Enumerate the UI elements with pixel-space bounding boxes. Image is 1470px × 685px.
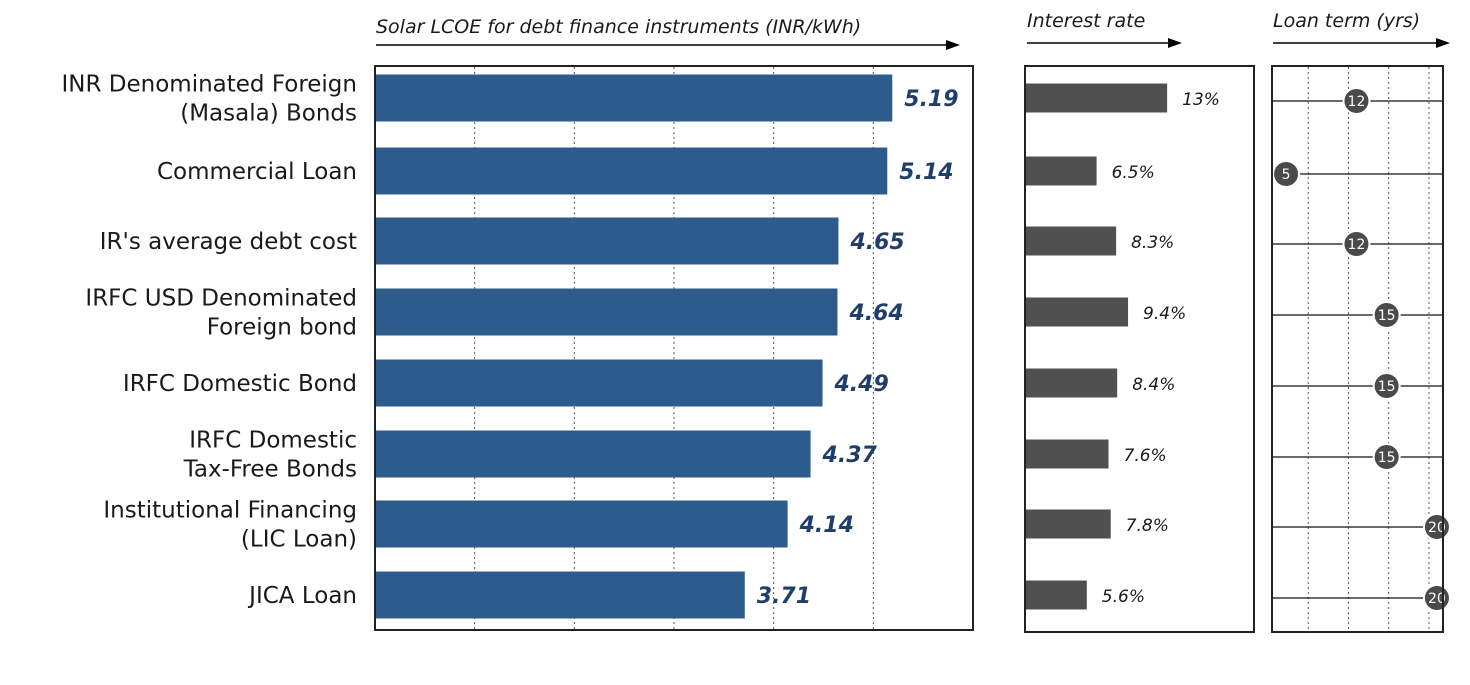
interest-rate-label: 8.3% <box>1131 233 1174 253</box>
category-label: IRFC Domestic Bond <box>123 371 357 397</box>
term-value-label: 5 <box>1282 167 1291 183</box>
interest-rate-label: 8.4% <box>1132 375 1175 395</box>
term-value-label: 12 <box>1348 94 1366 110</box>
term-panel-frame <box>1271 65 1444 633</box>
lcoe-bar <box>376 359 823 407</box>
interest-rate-bar <box>1026 509 1111 539</box>
lcoe-gridlines <box>474 67 874 629</box>
term-marker <box>1372 372 1401 400</box>
term-marker <box>1342 87 1371 115</box>
interest-rate-bar <box>1026 580 1087 610</box>
category-label: (Masala) Bonds <box>180 101 357 127</box>
interest-rate-bar <box>1026 83 1168 113</box>
lcoe-value-label: 4.49 <box>834 372 889 397</box>
lcoe-bars: 5.19 5.14 4.65 4.64 4.49 4.37 4.14 3.71 <box>376 74 959 619</box>
rate-panel-frame <box>1024 65 1255 633</box>
category-label: INR Denominated Foreign <box>62 72 358 98</box>
rate-header-arrowhead-icon <box>1168 38 1182 48</box>
term-marker <box>1342 230 1371 258</box>
category-label: IR's average debt cost <box>100 229 357 255</box>
interest-rate-label: 5.6% <box>1102 587 1145 607</box>
interest-rate-bar <box>1026 226 1117 256</box>
interest-rate-label: 6.5% <box>1112 163 1155 183</box>
lcoe-panel-title: Solar LCOE for debt finance instruments … <box>376 16 861 38</box>
category-label: JICA Loan <box>247 583 357 609</box>
lcoe-bar <box>376 500 788 548</box>
loan-term-markers: 12 5 12 15 15 15 20 20 <box>1272 87 1451 612</box>
interest-rate-label: 9.4% <box>1143 304 1186 324</box>
lcoe-value-label: 4.37 <box>822 443 878 468</box>
lcoe-bar <box>376 217 839 265</box>
interest-rate-bar <box>1026 368 1118 398</box>
interest-rate-bar <box>1026 439 1109 469</box>
category-label: Commercial Loan <box>157 159 357 185</box>
category-label: Tax-Free Bonds <box>183 457 357 483</box>
lcoe-panel-frame <box>374 65 974 631</box>
category-label: Foreign bond <box>207 315 357 341</box>
category-label: IRFC Domestic <box>189 428 357 454</box>
interest-rate-label: 7.6% <box>1124 446 1167 466</box>
lcoe-value-label: 4.64 <box>848 301 903 326</box>
category-label: Institutional Financing <box>103 498 357 524</box>
term-value-label: 20 <box>1428 591 1446 607</box>
lcoe-bar <box>376 147 888 195</box>
term-marker <box>1372 301 1401 329</box>
lcoe-value-label: 4.14 <box>799 513 854 538</box>
lcoe-value-label: 3.71 <box>757 584 811 609</box>
lcoe-bar <box>376 430 811 478</box>
category-label: IRFC USD Denominated <box>85 286 357 312</box>
lcoe-bar <box>376 288 838 336</box>
interest-rate-bar <box>1026 297 1129 327</box>
lcoe-value-label: 4.65 <box>849 230 904 255</box>
term-value-label: 12 <box>1348 237 1366 253</box>
term-value-label: 15 <box>1378 379 1396 395</box>
interest-rate-label: 7.8% <box>1126 516 1169 536</box>
term-gridlines <box>1307 67 1430 631</box>
interest-rate-label: 13% <box>1182 90 1220 110</box>
term-value-label: 15 <box>1378 450 1396 466</box>
term-panel-title: Loan term (yrs) <box>1273 10 1420 32</box>
lcoe-bar <box>376 74 893 122</box>
lcoe-bar <box>376 571 745 619</box>
category-label: (LIC Loan) <box>241 527 357 553</box>
term-marker <box>1272 160 1301 188</box>
rate-panel-title: Interest rate <box>1027 10 1145 32</box>
term-value-label: 15 <box>1378 308 1396 324</box>
term-marker <box>1372 443 1401 471</box>
interest-rate-bar <box>1026 156 1097 186</box>
lcoe-value-label: 5.19 <box>904 87 958 112</box>
lcoe-value-label: 5.14 <box>899 160 953 185</box>
category-labels: INR Denominated Foreign (Masala) Bonds Com… <box>62 72 358 610</box>
term-header-arrowhead-icon <box>1436 38 1450 48</box>
lcoe-header-arrowhead-icon <box>946 40 960 50</box>
interest-rate-bars: 13% 6.5% 8.3% 9.4% 8.4% 7.6% 7.8% 5.6% <box>1026 83 1220 610</box>
term-value-label: 20 <box>1428 520 1446 536</box>
